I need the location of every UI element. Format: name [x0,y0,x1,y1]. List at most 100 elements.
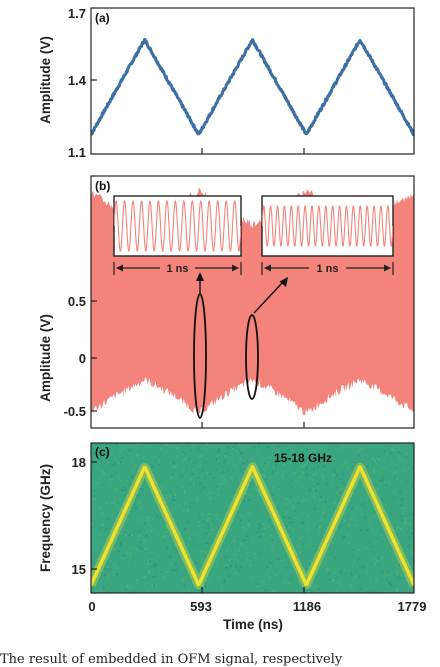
heatmap-noise-cell [119,513,122,516]
heatmap-noise-cell [158,509,161,512]
heatmap-noise-cell [133,529,136,532]
heatmap-noise-cell [336,459,338,462]
heatmap-noise-cell [177,504,180,507]
heatmap-noise-cell [405,503,408,506]
heatmap-noise-cell [177,446,180,448]
heatmap-noise-cell [237,543,240,545]
inset-waveform-line [262,205,393,247]
heatmap-noise-cell [192,577,195,580]
heatmap-noise-cell [191,466,194,469]
heatmap-noise-cell [301,451,304,454]
heatmap-noise-cell [182,536,184,539]
heatmap-noise-cell [337,561,340,564]
heatmap-noise-cell [285,573,288,576]
heatmap-noise-cell [208,472,211,475]
heatmap-noise-cell [96,452,99,455]
heatmap-noise-cell [229,559,232,561]
heatmap-noise-cell [259,473,262,476]
heatmap-noise-cell [234,494,237,497]
heatmap-noise-cell [190,537,193,540]
heatmap-noise-cell [271,546,274,549]
heatmap-noise-cell [337,501,340,504]
heatmap-noise-cell [105,528,108,530]
heatmap-noise-cell [143,539,146,542]
heatmap-noise-cell [144,451,147,454]
heatmap-noise-cell [327,572,330,575]
heatmap-noise-cell [120,560,122,563]
panel-a-label: (a) [95,11,110,25]
heatmap-noise-cell [166,534,169,537]
heatmap-noise-cell [371,550,374,553]
heatmap-noise-cell [266,446,269,449]
heatmap-noise-cell [134,567,137,570]
heatmap-noise-cell [212,468,215,471]
heatmap-noise-cell [384,486,387,488]
heatmap-noise-cell [261,473,264,476]
heatmap-noise-cell [163,455,166,458]
heatmap-noise-cell [133,590,136,593]
heatmap-noise-cell [403,522,406,525]
heatmap-noise-cell [352,488,355,491]
heatmap-noise-cell [157,445,160,447]
heatmap-noise-cell [328,579,331,581]
heatmap-noise-cell [390,588,392,591]
heatmap-noise-cell [288,581,291,584]
heatmap-noise-cell [366,529,369,532]
heatmap-noise-cell [119,461,122,464]
heatmap-noise-cell [292,574,295,577]
heatmap-noise-cell [376,590,379,593]
heatmap-noise-cell [408,527,411,529]
heatmap-noise-cell [147,563,150,566]
heatmap-noise-cell [241,468,244,471]
heatmap-noise-cell [217,447,220,450]
heatmap-noise-cell [169,502,172,504]
heatmap-noise-cell [391,551,394,554]
heatmap-noise-cell [181,511,184,514]
heatmap-noise-cell [346,533,349,536]
heatmap-noise-cell [297,451,300,454]
heatmap-noise-cell [193,444,196,447]
heatmap-noise-cell [111,463,114,466]
heatmap-noise-cell [233,553,236,556]
heatmap-noise-cell [284,506,287,509]
heatmap-noise-cell [254,487,257,490]
heatmap-noise-cell [283,516,286,519]
heatmap-noise-cell [275,528,278,530]
heatmap-noise-cell [232,464,235,467]
panel-a-ytick: 1.4 [68,73,87,88]
heatmap-noise-cell [375,512,378,515]
heatmap-noise-cell [165,530,168,533]
heatmap-noise-cell [279,522,282,525]
heatmap-noise-cell [336,584,338,587]
heatmap-noise-cell [368,525,371,527]
heatmap-noise-cell [241,448,244,451]
heatmap-noise-cell [171,516,173,519]
heatmap-noise-cell [220,476,223,479]
heatmap-noise-cell [324,483,326,486]
heatmap-noise-cell [199,455,202,458]
heatmap-noise-cell [240,543,243,546]
heatmap-noise-cell [354,575,357,578]
heatmap-noise-cell [136,494,139,497]
heatmap-noise-cell [306,561,309,564]
heatmap-noise-cell [251,540,253,543]
heatmap-noise-cell [301,500,304,503]
heatmap-noise-cell [138,501,141,504]
heatmap-noise-cell [111,498,114,501]
heatmap-noise-cell [300,536,303,539]
heatmap-noise-cell [267,448,270,451]
heatmap-noise-cell [370,581,372,584]
inset-1: 1 ns [113,195,242,275]
heatmap-noise-cell [96,448,99,451]
heatmap-noise-cell [319,461,322,463]
heatmap-noise-cell [373,515,376,518]
heatmap-noise-cell [314,573,317,576]
heatmap-noise-cell [388,581,391,584]
heatmap-noise-cell [288,500,291,503]
heatmap-noise-cell [207,526,210,529]
heatmap-noise-cell [193,482,196,485]
heatmap-noise-cell [306,447,309,450]
heatmap-noise-cell [265,573,268,576]
heatmap-noise-cell [308,538,311,541]
heatmap-noise-cell [321,472,324,475]
